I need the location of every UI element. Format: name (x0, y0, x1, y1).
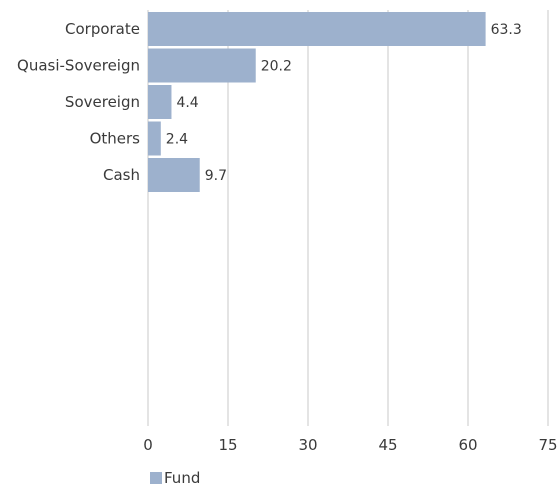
category-label: Quasi-Sovereign (17, 57, 140, 75)
x-tick-label: 0 (143, 436, 153, 454)
category-label: Corporate (65, 20, 140, 38)
legend-swatch (150, 472, 162, 484)
category-label: Others (90, 130, 141, 148)
bar-others (148, 121, 161, 156)
legend-label: Fund (164, 469, 200, 487)
x-tick-label: 60 (458, 436, 477, 454)
data-label: 20.2 (261, 59, 292, 75)
bar-quasi-sovereign (148, 48, 256, 83)
x-tick-label: 30 (298, 436, 317, 454)
category-label: Cash (103, 166, 140, 184)
category-label: Sovereign (65, 93, 140, 111)
bar-sovereign (148, 85, 172, 119)
x-tick-label: 15 (218, 436, 237, 454)
data-label: 2.4 (166, 132, 188, 148)
data-label: 9.7 (205, 168, 227, 184)
data-label: 63.3 (491, 22, 522, 38)
data-label: 4.4 (176, 95, 198, 111)
x-tick-label: 45 (378, 436, 397, 454)
bar-corporate (148, 12, 486, 46)
bar-cash (148, 158, 200, 192)
x-tick-label: 75 (538, 436, 557, 454)
